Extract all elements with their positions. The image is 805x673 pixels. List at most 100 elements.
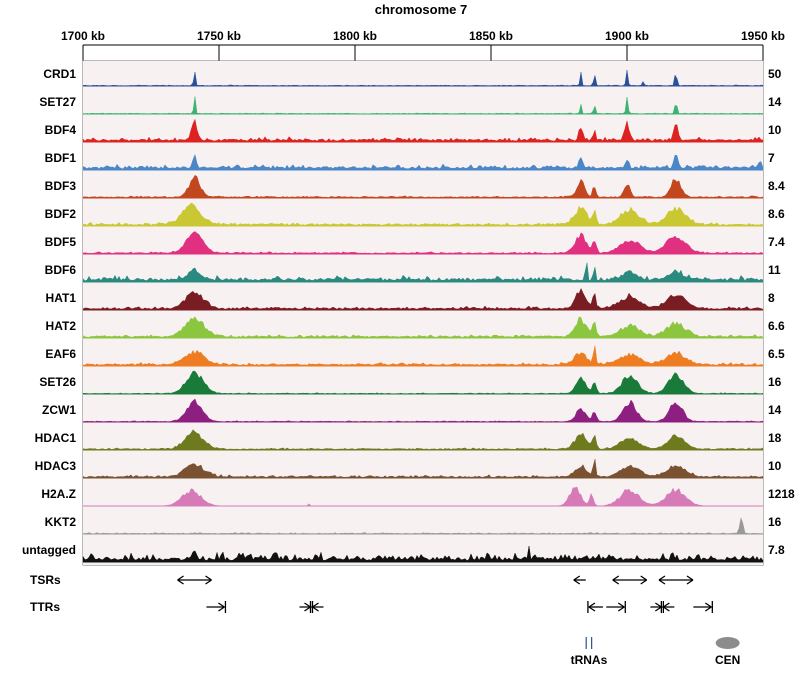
track-hdac3: HDAC3 10 — [35, 453, 782, 481]
track-eaf6: EAF6 6.5 — [45, 341, 785, 369]
tsrs-row-label: TSRs — [30, 573, 61, 587]
track-hat1: HAT1 8 — [46, 285, 775, 313]
ttr-arrow — [650, 601, 675, 613]
track-bdf4: BDF4 10 — [45, 117, 782, 145]
chart-title: chromosome 7 — [375, 2, 467, 17]
track-scale: 14 — [768, 95, 782, 109]
x-tick-label: 1950 kb — [741, 29, 785, 43]
track-background — [83, 61, 763, 89]
ttr-arrow — [206, 601, 227, 613]
track-scale: 14 — [768, 403, 782, 417]
track-signal — [82, 202, 764, 227]
track-label: HAT1 — [46, 291, 77, 305]
track-scale: 18 — [768, 431, 782, 445]
track-label: CRD1 — [43, 67, 76, 81]
ttr-arrow — [299, 601, 324, 613]
x-tick-label: 1850 kb — [469, 29, 513, 43]
annotations: TSRs TTRs tRNAs CEN — [30, 573, 740, 667]
track-label: untagged — [22, 543, 76, 557]
track-label: BDF6 — [45, 263, 77, 277]
track-signal — [82, 118, 764, 143]
trna-marks — [585, 637, 593, 649]
tsr-arrow — [658, 575, 694, 585]
track-signal — [82, 231, 764, 255]
track-set27: SET27 14 — [39, 89, 782, 117]
x-tick-label: 1900 kb — [605, 29, 649, 43]
track-h2a-z: H2A.Z 1218 — [41, 481, 795, 509]
track-scale: 16 — [768, 515, 782, 529]
track-scale: 50 — [768, 67, 782, 81]
track-zcw1: ZCW1 14 — [42, 397, 782, 425]
track-crd1: CRD1 50 — [43, 61, 782, 89]
tsr-arrow — [177, 575, 212, 585]
track-scale: 7.4 — [768, 235, 785, 249]
track-bdf3: BDF3 8.4 — [45, 173, 785, 201]
cen-label: CEN — [715, 653, 740, 667]
track-kkt2: KKT2 16 — [45, 509, 782, 537]
track-signal — [82, 398, 764, 423]
ttrs-row-label: TTRs — [30, 600, 60, 614]
track-scale: 11 — [768, 263, 781, 277]
track-signal — [82, 174, 764, 199]
track-label: HDAC3 — [35, 459, 77, 473]
track-scale: 10 — [768, 459, 782, 473]
track-label: EAF6 — [45, 347, 76, 361]
track-signal — [82, 96, 764, 115]
x-axis: 1700 kb 1750 kb 1800 kb 1850 kb 1900 kb 1950 … — [61, 29, 785, 61]
ttr-arrow — [606, 601, 626, 613]
track-signal — [82, 459, 764, 479]
track-label: BDF4 — [45, 123, 77, 137]
track-signal — [82, 370, 764, 395]
tsr-arrow — [612, 575, 648, 585]
trnas-label: tRNAs — [571, 653, 608, 667]
track-bdf1: BDF1 7 — [45, 145, 775, 173]
track-signal — [82, 262, 764, 283]
track-label: KKT2 — [45, 515, 77, 529]
centromere-marker — [715, 637, 740, 649]
track-background — [83, 509, 763, 537]
track-scale: 1218 — [768, 487, 795, 501]
track-signal — [82, 429, 764, 451]
track-hdac1: HDAC1 18 — [35, 425, 782, 453]
ttr-arrow — [587, 601, 603, 613]
track-background — [83, 89, 763, 117]
track-label: BDF3 — [45, 179, 77, 193]
track-signal — [82, 287, 764, 311]
track-bdf2: BDF2 8.6 — [45, 201, 785, 229]
track-set26: SET26 16 — [39, 369, 782, 397]
track-hat2: HAT2 6.6 — [46, 313, 785, 341]
tsr-arrow — [573, 575, 586, 585]
track-label: HAT2 — [46, 319, 77, 333]
track-scale: 16 — [768, 375, 782, 389]
track-untagged: untagged 7.8 — [22, 537, 785, 565]
track-label: HDAC1 — [35, 431, 77, 445]
track-signal — [82, 545, 764, 563]
track-scale: 7 — [768, 151, 775, 165]
track-scale: 7.8 — [768, 543, 785, 557]
x-tick-label: 1750 kb — [197, 29, 241, 43]
track-scale: 10 — [768, 123, 782, 137]
track-label: ZCW1 — [42, 403, 76, 417]
track-label: BDF2 — [45, 207, 77, 221]
ttr-arrow — [693, 601, 713, 613]
track-bdf5: BDF5 7.4 — [45, 229, 785, 257]
track-scale: 8.4 — [768, 179, 785, 193]
track-signal — [82, 153, 764, 171]
track-label: BDF5 — [45, 235, 77, 249]
track-scale: 8 — [768, 291, 775, 305]
x-tick-label: 1800 kb — [333, 29, 377, 43]
track-scale: 6.6 — [768, 319, 785, 333]
track-label: BDF1 — [45, 151, 77, 165]
track-scale: 8.6 — [768, 207, 785, 221]
track-signal — [82, 316, 764, 339]
track-signal — [82, 345, 764, 367]
track-label: H2A.Z — [41, 487, 76, 501]
track-label: SET27 — [39, 95, 76, 109]
track-signal — [82, 516, 764, 535]
track-scale: 6.5 — [768, 347, 785, 361]
track-bdf6: BDF6 11 — [45, 257, 781, 285]
x-tick-label: 1700 kb — [61, 29, 105, 43]
track-label: SET26 — [39, 375, 76, 389]
